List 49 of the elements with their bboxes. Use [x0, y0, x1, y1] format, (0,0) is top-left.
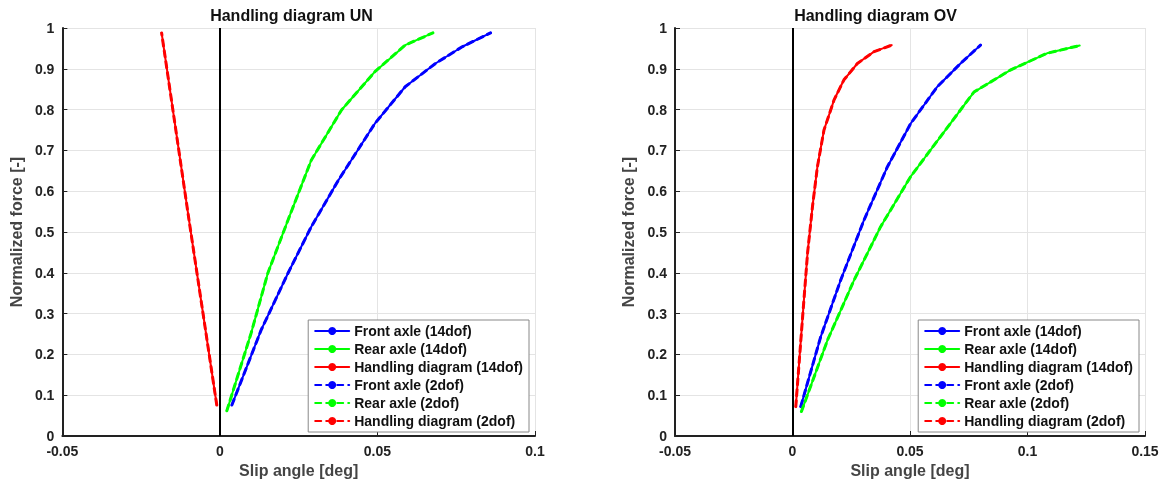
legend-label: Front axle (2dof)	[354, 377, 464, 393]
y-tick-label: 0	[659, 428, 668, 444]
y-tick-label: 0.1	[34, 387, 55, 404]
y-tick-label: 0.9	[647, 60, 668, 77]
legend-label: Rear axle (2dof)	[354, 395, 460, 411]
legend-label: Front axle (14dof)	[354, 323, 472, 339]
legend-label: Front axle (2dof)	[964, 377, 1074, 393]
y-tick-label: 0.6	[647, 183, 668, 200]
y-tick-label: 0.8	[34, 101, 55, 118]
x-tick-label: 0.05	[896, 443, 924, 459]
chart-title: Handling diagram UN	[210, 6, 373, 24]
y-tick-label: 0.7	[647, 142, 668, 159]
y-axis-title: Normalized force [-]	[620, 156, 638, 308]
y-tick-label: 1	[46, 20, 55, 36]
legend-label: Handling diagram (14dof)	[964, 359, 1134, 375]
y-tick-label: 0.1	[647, 387, 668, 404]
x-tick-label: 0.1	[525, 443, 545, 459]
y-tick-label: 0	[46, 428, 55, 444]
y-tick-label: 0.5	[647, 224, 668, 240]
y-tick-label: 0.4	[647, 264, 668, 281]
legend-label: Handling diagram (2dof)	[964, 413, 1126, 429]
x-tick-label: -0.05	[46, 443, 79, 459]
chart-title: Handling diagram OV	[794, 6, 958, 24]
y-tick-label: 0.9	[34, 60, 55, 77]
y-tick-label: 1	[659, 20, 668, 36]
y-tick-label: 0.2	[34, 346, 55, 363]
y-tick-label: 0.6	[34, 183, 55, 200]
x-tick-label: 0.15	[1131, 443, 1159, 459]
legend-label: Handling diagram (14dof)	[354, 359, 524, 375]
x-tick-label: 0.1	[1017, 443, 1038, 459]
x-axis-title: Slip angle [deg]	[850, 462, 970, 480]
x-tick-label: 0	[788, 443, 797, 459]
legend-label: Rear axle (2dof)	[964, 395, 1070, 411]
legend-label: Front axle (14dof)	[964, 323, 1082, 339]
y-tick-label: 0.3	[34, 305, 55, 322]
y-tick-label: 0.7	[34, 142, 55, 159]
y-axis-title: Normalized force [-]	[7, 156, 25, 308]
x-tick-label: 0	[216, 443, 225, 459]
y-tick-label: 0.2	[647, 346, 668, 363]
y-tick-label: 0.4	[34, 264, 55, 281]
y-tick-label: 0.8	[647, 101, 668, 118]
x-axis-title: Slip angle [deg]	[239, 462, 359, 480]
y-tick-label: 0.5	[34, 224, 55, 240]
x-tick-label: -0.05	[659, 443, 692, 459]
legend-label: Rear axle (14dof)	[354, 341, 468, 357]
legend-label: Handling diagram (2dof)	[354, 413, 516, 429]
x-tick-label: 0.05	[363, 443, 392, 459]
y-tick-label: 0.3	[647, 305, 668, 322]
legend-label: Rear axle (14dof)	[964, 341, 1078, 357]
